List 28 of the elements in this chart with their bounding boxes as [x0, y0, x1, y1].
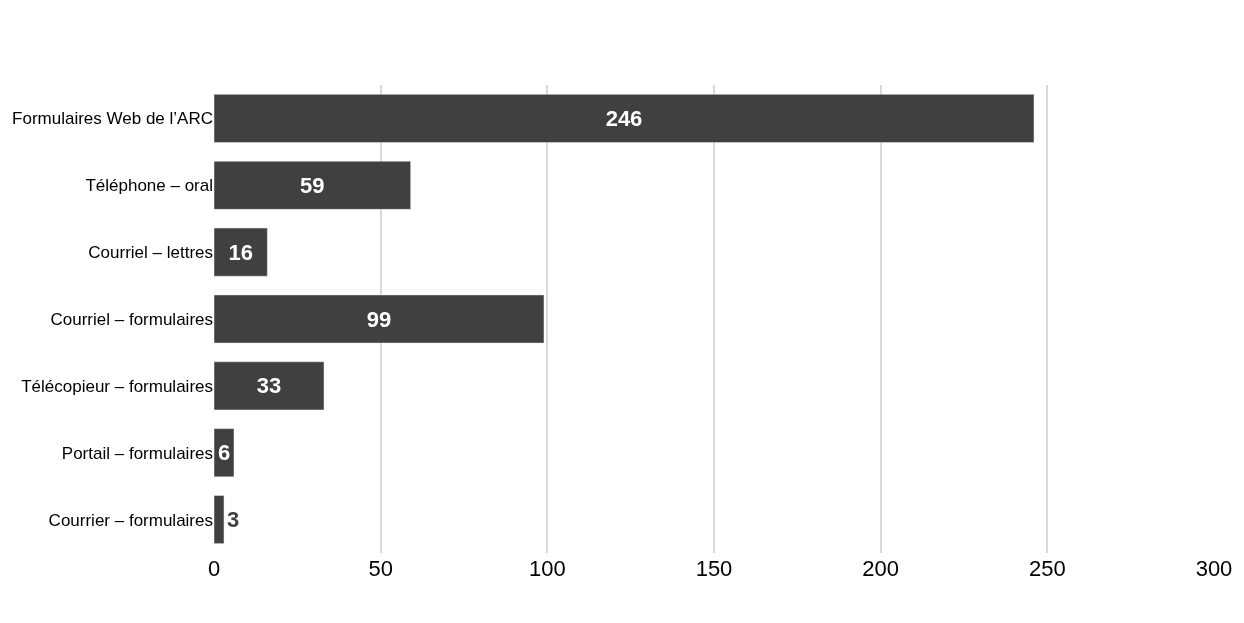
bar: [214, 160, 411, 210]
y-tick-label: Téléphone – oral: [85, 176, 213, 196]
y-tick-label: Télécopieur – formulaires: [21, 376, 213, 396]
y-tick-label: Formulaires Web de l’ARC: [12, 109, 213, 129]
x-tick-label: 300: [1195, 556, 1233, 581]
bar: [214, 361, 325, 411]
x-tick-label: 0: [207, 556, 221, 581]
x-tick-label: 150: [695, 556, 733, 581]
bar: [214, 227, 268, 277]
data-label: 99: [366, 306, 392, 332]
x-tick-label: 250: [1028, 556, 1066, 581]
bar: [214, 294, 545, 344]
y-tick-label: Courrier – formulaires: [48, 510, 213, 530]
bar: [214, 428, 235, 478]
data-label: 246: [605, 105, 643, 131]
data-label: 59: [300, 172, 325, 198]
data-label: 6: [217, 440, 231, 466]
data-label: 3: [227, 507, 240, 533]
x-tick-label: 100: [528, 556, 566, 581]
x-tick-label: 200: [862, 556, 900, 581]
bar: [214, 94, 1035, 143]
y-tick-label: Courriel – formulaires: [50, 309, 213, 329]
y-tick-label: Courriel – lettres: [88, 243, 213, 263]
bar: [214, 495, 225, 544]
y-tick-label: Portail – formulaires: [61, 443, 213, 463]
data-label: 16: [228, 239, 253, 265]
x-tick-label: 50: [368, 556, 393, 581]
data-label: 33: [256, 373, 282, 399]
